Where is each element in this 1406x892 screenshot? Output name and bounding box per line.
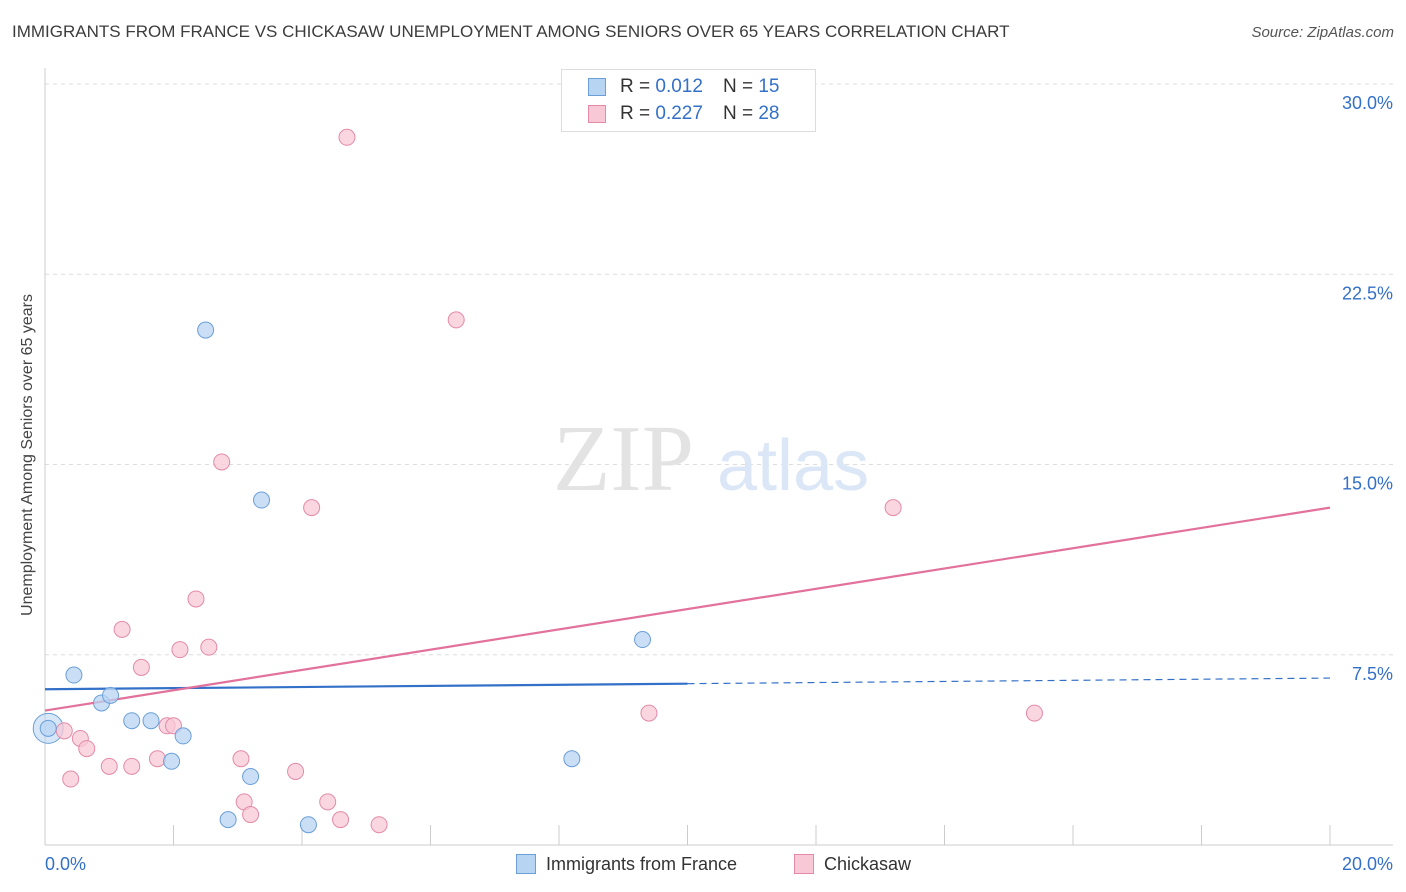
data-point-france [219, 811, 237, 829]
data-point-chickasaw [187, 590, 205, 608]
data-point-chickasaw [113, 620, 131, 638]
watermark-atlas: atlas [717, 426, 869, 506]
y-tick-label: 7.5% [1352, 664, 1393, 684]
bottom-legend-swatch-france [516, 854, 536, 874]
y-tick-label: 30.0% [1342, 93, 1393, 113]
x-tick-label: 0.0% [45, 854, 86, 874]
legend-n-label: N = [722, 103, 754, 124]
data-point-france [142, 712, 160, 730]
data-point-chickasaw [332, 811, 350, 829]
y-tick-label: 22.5% [1342, 283, 1393, 303]
bottom-legend-swatch-chickasaw [794, 854, 814, 874]
legend-swatch-france [588, 78, 606, 96]
source-label: Source: ZipAtlas.com [1251, 24, 1394, 41]
data-point-france [197, 321, 215, 339]
data-point-france [253, 491, 271, 509]
legend-r-label: R = [620, 103, 651, 124]
data-point-chickasaw [338, 128, 356, 146]
x-tick-label: 20.0% [1342, 854, 1393, 874]
legend-r-label: R = [620, 76, 651, 97]
data-point-chickasaw [319, 793, 337, 811]
data-point-chickasaw [242, 806, 260, 824]
data-point-chickasaw [213, 453, 231, 471]
legend-row-france: R = 0.012 N = 15 [588, 75, 779, 99]
bottom-legend-france: Immigrants from France [516, 852, 737, 876]
data-point-chickasaw [640, 704, 658, 722]
data-point-chickasaw [100, 757, 118, 775]
data-point-france [242, 768, 260, 786]
chart-title: IMMIGRANTS FROM FRANCE VS CHICKASAW UNEM… [12, 22, 1010, 41]
axis-layer [44, 68, 1393, 846]
tick-label-layer: 7.5% 15.0% 22.5% 30.0% 0.0% 20.0% [45, 93, 1393, 874]
bottom-legend-label-france: Immigrants from France [546, 853, 738, 874]
grid-layer [45, 83, 1393, 656]
data-point-france [634, 631, 652, 649]
data-point-chickasaw [55, 722, 73, 740]
data-point-chickasaw [123, 757, 141, 775]
legend-row-chickasaw: R = 0.227 N = 28 [588, 102, 779, 126]
legend-r-value: 0.227 [655, 103, 703, 124]
y-tick-label: 15.0% [1342, 474, 1393, 494]
watermark: ZIP atlas [553, 407, 869, 511]
data-point-chickasaw [1025, 704, 1043, 722]
data-point-france [102, 686, 120, 704]
data-point-france [299, 816, 317, 834]
trend-line-chickasaw [44, 506, 1331, 712]
data-point-france [123, 712, 141, 730]
data-point-france [163, 752, 181, 770]
data-point-chickasaw [447, 311, 465, 329]
trend-line-france-extension [687, 677, 1331, 685]
bottom-legend-chickasaw: Chickasaw [794, 852, 911, 876]
data-point-chickasaw [287, 762, 305, 780]
data-point-chickasaw [171, 641, 189, 659]
points-layer [32, 128, 1043, 834]
trend-line-france [44, 682, 688, 691]
data-point-chickasaw [884, 499, 902, 517]
legend-r-value: 0.012 [655, 76, 703, 97]
data-point-chickasaw [62, 770, 80, 788]
data-point-france [563, 750, 581, 768]
legend-swatch-chickasaw [588, 105, 606, 123]
data-point-chickasaw [303, 499, 321, 517]
legend-n-value: 15 [758, 76, 780, 97]
legend-n-value: 28 [758, 103, 780, 124]
data-point-chickasaw [200, 638, 218, 656]
trend-layer [44, 506, 1331, 712]
data-point-chickasaw [148, 750, 166, 768]
legend-n-label: N = [722, 76, 754, 97]
data-point-france [174, 727, 192, 745]
data-point-france [39, 719, 57, 737]
data-point-chickasaw [232, 750, 250, 768]
watermark-zip: ZIP [553, 407, 694, 511]
bottom-legend-label-chickasaw: Chickasaw [824, 853, 912, 874]
data-point-chickasaw [370, 816, 388, 834]
data-point-chickasaw [78, 740, 96, 758]
data-point-france [65, 666, 83, 684]
legend: R = 0.012 N = 15 R = 0.227 N = 28 [561, 69, 816, 132]
data-point-chickasaw [132, 658, 150, 676]
